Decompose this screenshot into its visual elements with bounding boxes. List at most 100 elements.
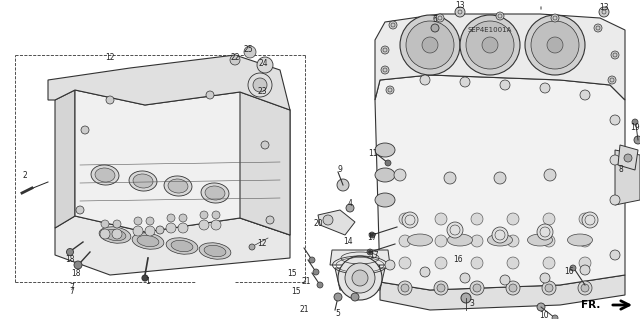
Circle shape	[385, 260, 395, 270]
Circle shape	[399, 213, 411, 225]
Text: 15: 15	[291, 287, 301, 296]
Circle shape	[367, 249, 373, 255]
Circle shape	[317, 282, 323, 288]
Circle shape	[420, 267, 430, 277]
Circle shape	[101, 220, 109, 228]
Circle shape	[398, 281, 412, 295]
Polygon shape	[55, 90, 75, 228]
Circle shape	[496, 12, 504, 20]
Text: 17: 17	[369, 250, 379, 259]
Circle shape	[199, 220, 209, 230]
Circle shape	[551, 14, 559, 22]
Circle shape	[444, 172, 456, 184]
Circle shape	[471, 213, 483, 225]
Circle shape	[400, 15, 460, 75]
Circle shape	[447, 222, 463, 238]
Text: 7: 7	[70, 286, 74, 295]
Circle shape	[610, 250, 620, 260]
Text: 25: 25	[243, 44, 253, 54]
Circle shape	[435, 235, 447, 247]
Circle shape	[544, 169, 556, 181]
Circle shape	[261, 141, 269, 149]
Circle shape	[334, 293, 342, 301]
Circle shape	[212, 211, 220, 219]
Ellipse shape	[95, 168, 115, 182]
Circle shape	[552, 315, 558, 319]
Circle shape	[248, 73, 272, 97]
Circle shape	[494, 172, 506, 184]
Ellipse shape	[132, 233, 164, 249]
Circle shape	[436, 14, 444, 22]
Ellipse shape	[164, 176, 192, 196]
Circle shape	[338, 256, 382, 300]
Text: 12: 12	[105, 54, 115, 63]
Circle shape	[537, 224, 553, 240]
Polygon shape	[618, 145, 638, 170]
Circle shape	[437, 284, 445, 292]
Circle shape	[345, 263, 375, 293]
Circle shape	[206, 91, 214, 99]
Circle shape	[100, 229, 110, 239]
Polygon shape	[240, 92, 290, 235]
Circle shape	[142, 275, 148, 281]
Polygon shape	[380, 275, 625, 310]
Circle shape	[543, 213, 555, 225]
Circle shape	[352, 270, 368, 286]
Circle shape	[473, 284, 481, 292]
Polygon shape	[330, 250, 390, 265]
Circle shape	[471, 235, 483, 247]
Text: 6: 6	[433, 16, 437, 25]
Circle shape	[434, 281, 448, 295]
Ellipse shape	[129, 171, 157, 191]
Ellipse shape	[166, 238, 198, 254]
Circle shape	[500, 80, 510, 90]
Text: 14: 14	[343, 238, 353, 247]
Circle shape	[470, 281, 484, 295]
Polygon shape	[48, 55, 290, 110]
Text: FR.: FR.	[580, 300, 600, 310]
Circle shape	[507, 213, 519, 225]
Circle shape	[460, 273, 470, 283]
Circle shape	[500, 275, 510, 285]
Circle shape	[482, 37, 498, 53]
Circle shape	[67, 249, 74, 256]
Circle shape	[156, 226, 164, 234]
Circle shape	[399, 257, 411, 269]
Text: 18: 18	[71, 269, 81, 278]
Circle shape	[371, 234, 374, 236]
Ellipse shape	[375, 168, 395, 182]
Circle shape	[632, 119, 638, 125]
Circle shape	[570, 265, 576, 271]
Circle shape	[531, 21, 579, 69]
Circle shape	[460, 15, 520, 75]
Circle shape	[594, 24, 602, 32]
Circle shape	[466, 21, 514, 69]
Circle shape	[166, 223, 176, 233]
Ellipse shape	[133, 174, 153, 188]
Circle shape	[431, 24, 439, 32]
Circle shape	[507, 235, 519, 247]
Text: 20: 20	[313, 219, 323, 228]
Ellipse shape	[99, 227, 131, 243]
Text: 22: 22	[230, 54, 240, 63]
Text: 9: 9	[337, 166, 342, 174]
Circle shape	[381, 66, 389, 74]
Circle shape	[385, 160, 391, 166]
Circle shape	[542, 281, 556, 295]
Polygon shape	[335, 268, 385, 290]
Circle shape	[422, 37, 438, 53]
Circle shape	[134, 217, 142, 225]
Polygon shape	[375, 14, 625, 100]
Circle shape	[610, 155, 620, 165]
Circle shape	[257, 57, 273, 73]
Circle shape	[540, 83, 550, 93]
Circle shape	[249, 244, 255, 250]
Ellipse shape	[375, 193, 395, 207]
Circle shape	[369, 232, 375, 238]
Text: 17: 17	[367, 233, 377, 241]
Circle shape	[581, 284, 589, 292]
Text: 12: 12	[257, 239, 267, 248]
Polygon shape	[75, 90, 290, 235]
Circle shape	[313, 269, 319, 275]
Circle shape	[420, 75, 430, 85]
